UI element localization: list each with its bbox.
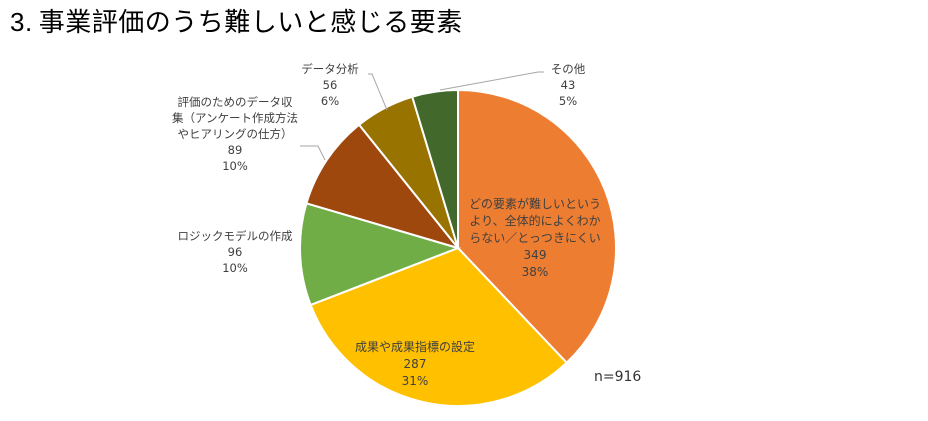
slice-percent: 38%: [521, 265, 549, 279]
sample-size-label: n=916: [594, 369, 642, 385]
pie-slice-overall: [457, 88, 617, 365]
page-title: 3. 事業評価のうち難しいと感じる要素: [10, 2, 463, 39]
pie-slice-data-collection: [305, 123, 461, 250]
slice-value: 287: [403, 357, 427, 371]
slice-label-logic-model: ロジックモデルの作成 96 10%: [160, 228, 310, 276]
title-text: 事業評価のうち難しいと感じる要素: [38, 8, 463, 38]
slice-value: 349: [523, 248, 547, 262]
slice-value: 89: [227, 143, 243, 157]
slice-percent: 31%: [401, 374, 429, 388]
slice-label-outcome: 成果や成果指標の設定 287 31%: [335, 339, 495, 390]
pie-slice-outcome: [309, 246, 569, 407]
slice-name: 成果や成果指標の設定: [354, 340, 475, 354]
slice-label-other: その他 43 5%: [538, 61, 598, 109]
slice-name: ロジックモデルの作成: [177, 229, 293, 243]
pie-slice-other: [411, 88, 459, 249]
slice-percent: 10%: [222, 261, 248, 275]
slice-name: データ分析: [301, 62, 359, 76]
slice-percent: 10%: [222, 159, 248, 173]
slice-label-overall: どの要素が難しいという より、全体的によくわか らない／とっつきにくい 349 …: [460, 196, 610, 281]
slice-value: 43: [560, 78, 576, 92]
slice-value: 56: [322, 78, 338, 92]
slice-value: 96: [227, 245, 243, 259]
slice-name: 評価のためのデータ収 集（アンケート作成方法 やヒアリングの仕方）: [171, 95, 299, 141]
slice-percent: 6%: [320, 94, 340, 108]
slice-percent: 5%: [558, 94, 578, 108]
slice-label-data-collection: 評価のためのデータ収 集（アンケート作成方法 やヒアリングの仕方） 89 10%: [160, 94, 310, 174]
title-number: 3.: [10, 7, 33, 37]
leader-line-data-analysis: [368, 73, 388, 111]
pie-slice-logic-model: [299, 202, 462, 307]
slice-name: どの要素が難しいという より、全体的によくわか らない／とっつきにくい: [468, 197, 601, 245]
slice-name: その他: [550, 62, 586, 76]
slice-label-data-analysis: データ分析 56 6%: [290, 61, 370, 109]
leader-line-data-collection: [300, 145, 326, 161]
leader-line-other: [439, 71, 544, 91]
